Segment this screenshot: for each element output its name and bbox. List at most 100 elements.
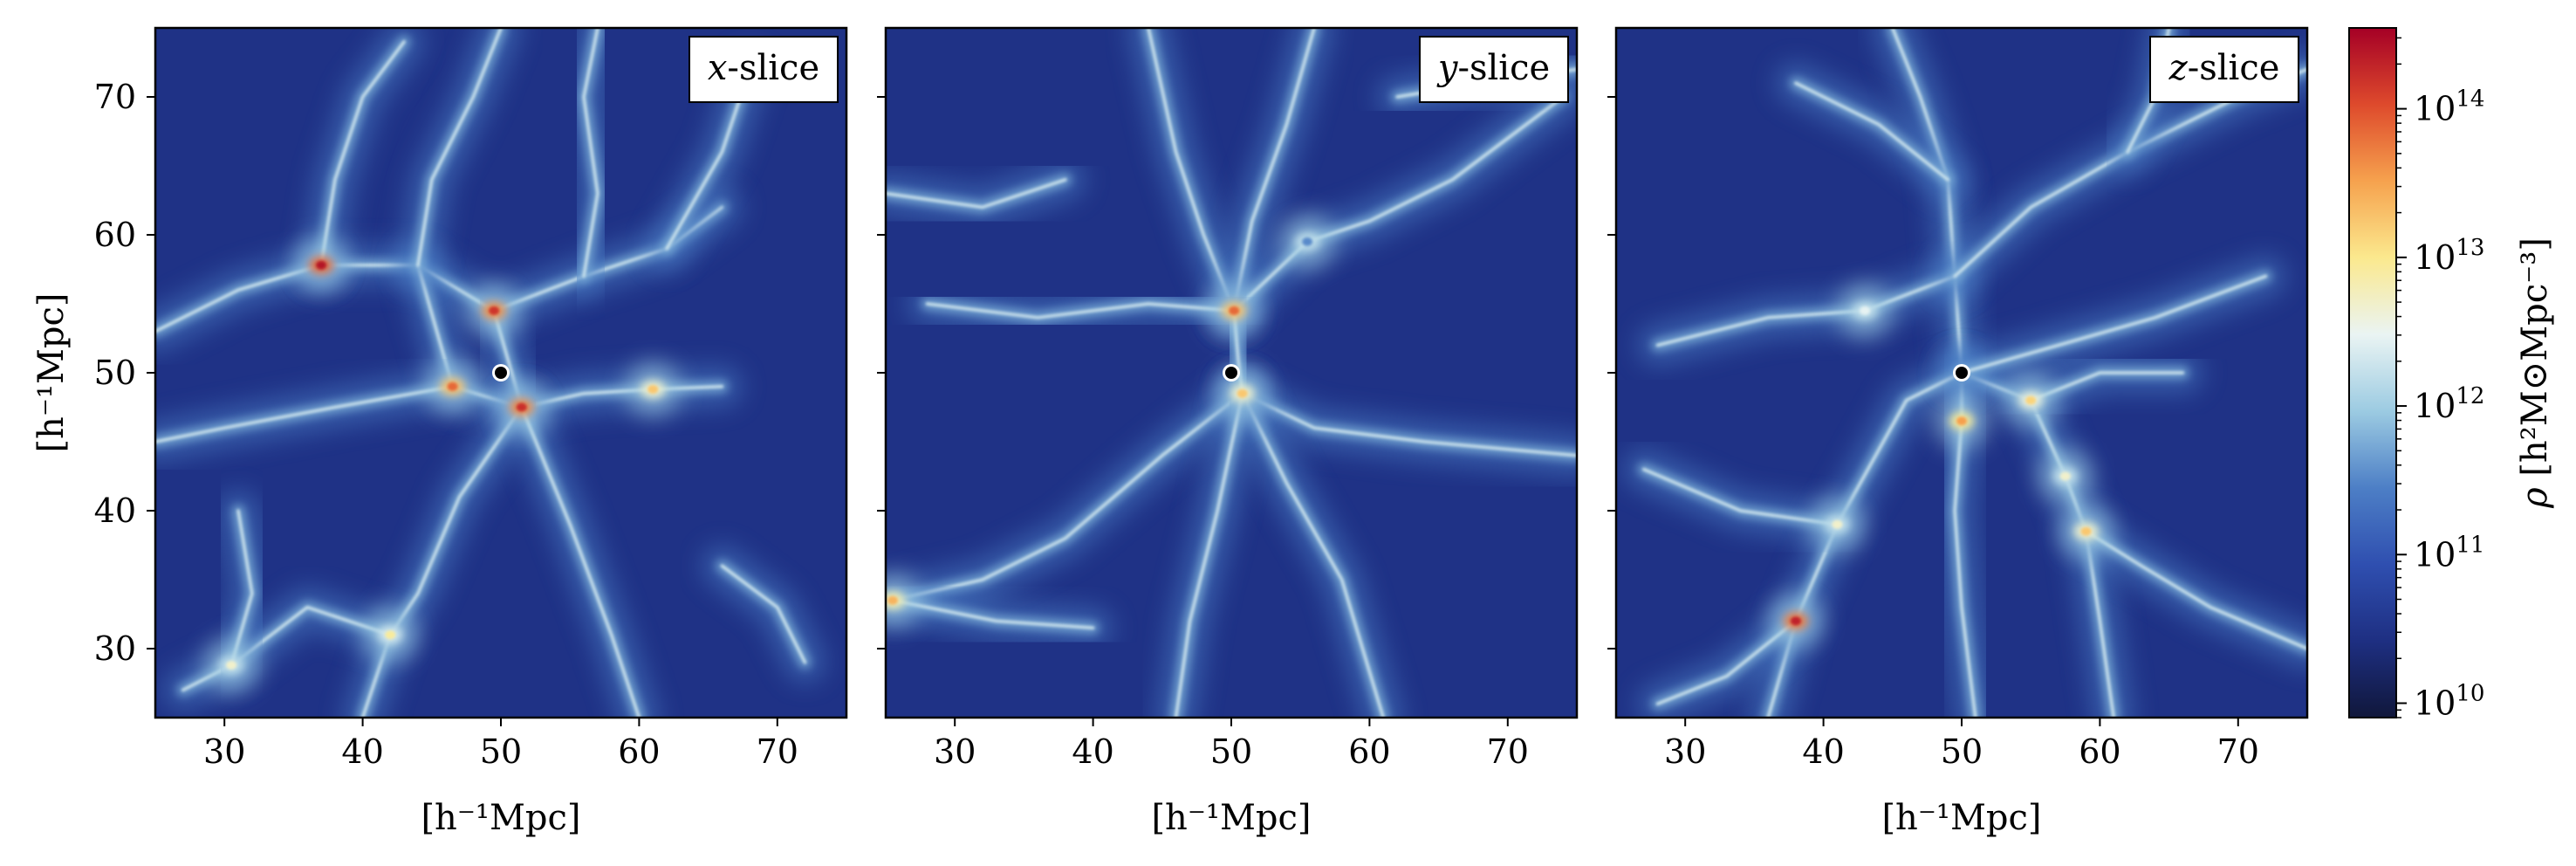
panel-z-yticks bbox=[1607, 96, 1616, 650]
node-core bbox=[1860, 306, 1871, 315]
xtick-label: 70 bbox=[2217, 732, 2259, 771]
panel-y-slice-label: y-slice bbox=[1436, 48, 1550, 88]
node-core bbox=[887, 595, 898, 605]
xtick-label: 30 bbox=[203, 732, 245, 771]
colorbar-tick-label: 1010 bbox=[2414, 681, 2484, 723]
panel-z-slice-label: z-slice bbox=[2168, 48, 2280, 88]
filament-core bbox=[1232, 95, 1565, 313]
node-core bbox=[516, 402, 527, 412]
node-core bbox=[2059, 471, 2071, 481]
panel-z-xticks: 30 40 50 60 70 bbox=[1664, 718, 2259, 771]
xtick-label: 70 bbox=[1487, 732, 1529, 771]
filament-core bbox=[1794, 81, 1949, 182]
xtick-label: 40 bbox=[1802, 732, 1844, 771]
panel-y-yticks bbox=[877, 96, 886, 650]
panel-y-slice-label-box: y-slice bbox=[1419, 36, 1569, 103]
filament-core bbox=[155, 264, 323, 333]
panel-x-xticks: 30 40 50 60 70 bbox=[203, 718, 798, 771]
xtick-label: 40 bbox=[341, 732, 383, 771]
colorbar-tick-label: 1014 bbox=[2414, 86, 2484, 128]
filament-core bbox=[925, 302, 1236, 320]
filament-core bbox=[416, 28, 503, 267]
filament-core bbox=[1147, 28, 1236, 313]
xtick-label: 50 bbox=[480, 732, 522, 771]
filament-core bbox=[1240, 391, 1577, 457]
xtick-label: 40 bbox=[1072, 732, 1113, 771]
colorbar-label: ρ [h²M⊙Mpc⁻³] bbox=[2515, 237, 2555, 509]
colorbar-frame bbox=[2348, 27, 2397, 718]
panel-z-slice-label-box: z-slice bbox=[2149, 36, 2299, 103]
panel-y-xlabel: [h⁻¹Mpc] bbox=[1151, 798, 1311, 838]
colorbar-tick-label: 1011 bbox=[2414, 532, 2484, 574]
xtick-label: 30 bbox=[934, 732, 976, 771]
filament-core bbox=[891, 391, 1244, 602]
filament-core bbox=[360, 405, 524, 718]
node-core bbox=[385, 630, 396, 640]
filament-core bbox=[886, 178, 1067, 210]
node-core bbox=[1237, 388, 1248, 398]
colorbar-ticks: 1010 1011 1012 1013 1014 bbox=[2396, 37, 2484, 723]
filament-core bbox=[1655, 619, 1798, 705]
panel-y-density-field bbox=[886, 28, 1577, 718]
panel-x-marker-layer bbox=[492, 364, 510, 381]
panel-x-xlabel: [h⁻¹Mpc] bbox=[421, 798, 580, 838]
ytick-label: 40 bbox=[94, 491, 136, 530]
panel-x-yticks: 30 40 50 60 70 bbox=[94, 78, 155, 668]
node-core bbox=[1790, 616, 1801, 626]
colorbar: 1010 1011 1012 1013 1014 ρ [h²M⊙Mpc⁻³] bbox=[2348, 27, 2555, 723]
panel-z-marker-layer bbox=[1953, 364, 1970, 381]
node-core bbox=[2080, 526, 2092, 536]
xtick-label: 50 bbox=[1210, 732, 1252, 771]
ytick-label: 50 bbox=[94, 354, 136, 392]
filament-core bbox=[1174, 391, 1244, 718]
center-marker bbox=[1956, 367, 1968, 379]
panel-x-ylabel: [h⁻¹Mpc] bbox=[31, 292, 72, 452]
panel-x-slice: 30 40 50 60 70 30 40 50 60 70 x-slice [h⁻¹Mpc] [… bbox=[31, 26, 848, 838]
xtick-label: 30 bbox=[1664, 732, 1706, 771]
node-core bbox=[226, 660, 237, 670]
filament-core bbox=[1240, 391, 1385, 718]
filament-core bbox=[181, 605, 393, 692]
node-core bbox=[1229, 306, 1240, 315]
filament-core bbox=[155, 385, 455, 443]
center-marker bbox=[495, 367, 507, 379]
filament-core bbox=[2084, 529, 2307, 650]
panel-z-xlabel: [h⁻¹Mpc] bbox=[1881, 798, 2041, 838]
filament-core bbox=[720, 564, 807, 664]
filament-core bbox=[319, 40, 406, 267]
colorbar-gradient bbox=[2349, 28, 2396, 718]
filament-core bbox=[582, 28, 599, 278]
ytick-label: 70 bbox=[94, 78, 136, 116]
panel-z-slice: 30 40 50 60 70 z-slice [h⁻¹Mpc] bbox=[1607, 26, 2309, 838]
panel-y-xticks: 30 40 50 60 70 bbox=[934, 718, 1529, 771]
panel-y-marker-layer bbox=[1223, 364, 1240, 381]
xtick-label: 70 bbox=[757, 732, 798, 771]
node-core bbox=[647, 384, 659, 394]
ytick-label: 60 bbox=[94, 216, 136, 254]
xtick-label: 60 bbox=[618, 732, 660, 771]
panel-x-slice-label-box: x-slice bbox=[689, 36, 839, 103]
xtick-label: 60 bbox=[2079, 732, 2120, 771]
filament-core bbox=[1641, 467, 1840, 526]
colorbar-tick-label: 1012 bbox=[2414, 383, 2484, 425]
colorbar-tick-label: 1013 bbox=[2414, 235, 2484, 277]
node-core bbox=[2025, 395, 2037, 405]
filament-core bbox=[1655, 274, 1956, 347]
ytick-label: 30 bbox=[94, 629, 136, 668]
node-core bbox=[447, 381, 458, 391]
center-marker bbox=[1225, 367, 1237, 379]
node-core bbox=[316, 260, 327, 270]
node-core bbox=[1302, 237, 1313, 246]
node-core bbox=[1956, 416, 1967, 426]
xtick-label: 60 bbox=[1348, 732, 1390, 771]
node-core bbox=[489, 306, 500, 315]
panel-x-slice-label: x-slice bbox=[708, 48, 819, 88]
panel-y-slice: 30 40 50 60 70 y-slice [h⁻¹Mpc] bbox=[877, 26, 1579, 838]
filament-core bbox=[520, 405, 641, 718]
filament-core bbox=[1960, 274, 2268, 375]
node-core bbox=[1832, 519, 1843, 529]
xtick-label: 50 bbox=[1941, 732, 1983, 771]
filament-core bbox=[1232, 28, 1316, 313]
filament-core bbox=[891, 598, 1095, 630]
